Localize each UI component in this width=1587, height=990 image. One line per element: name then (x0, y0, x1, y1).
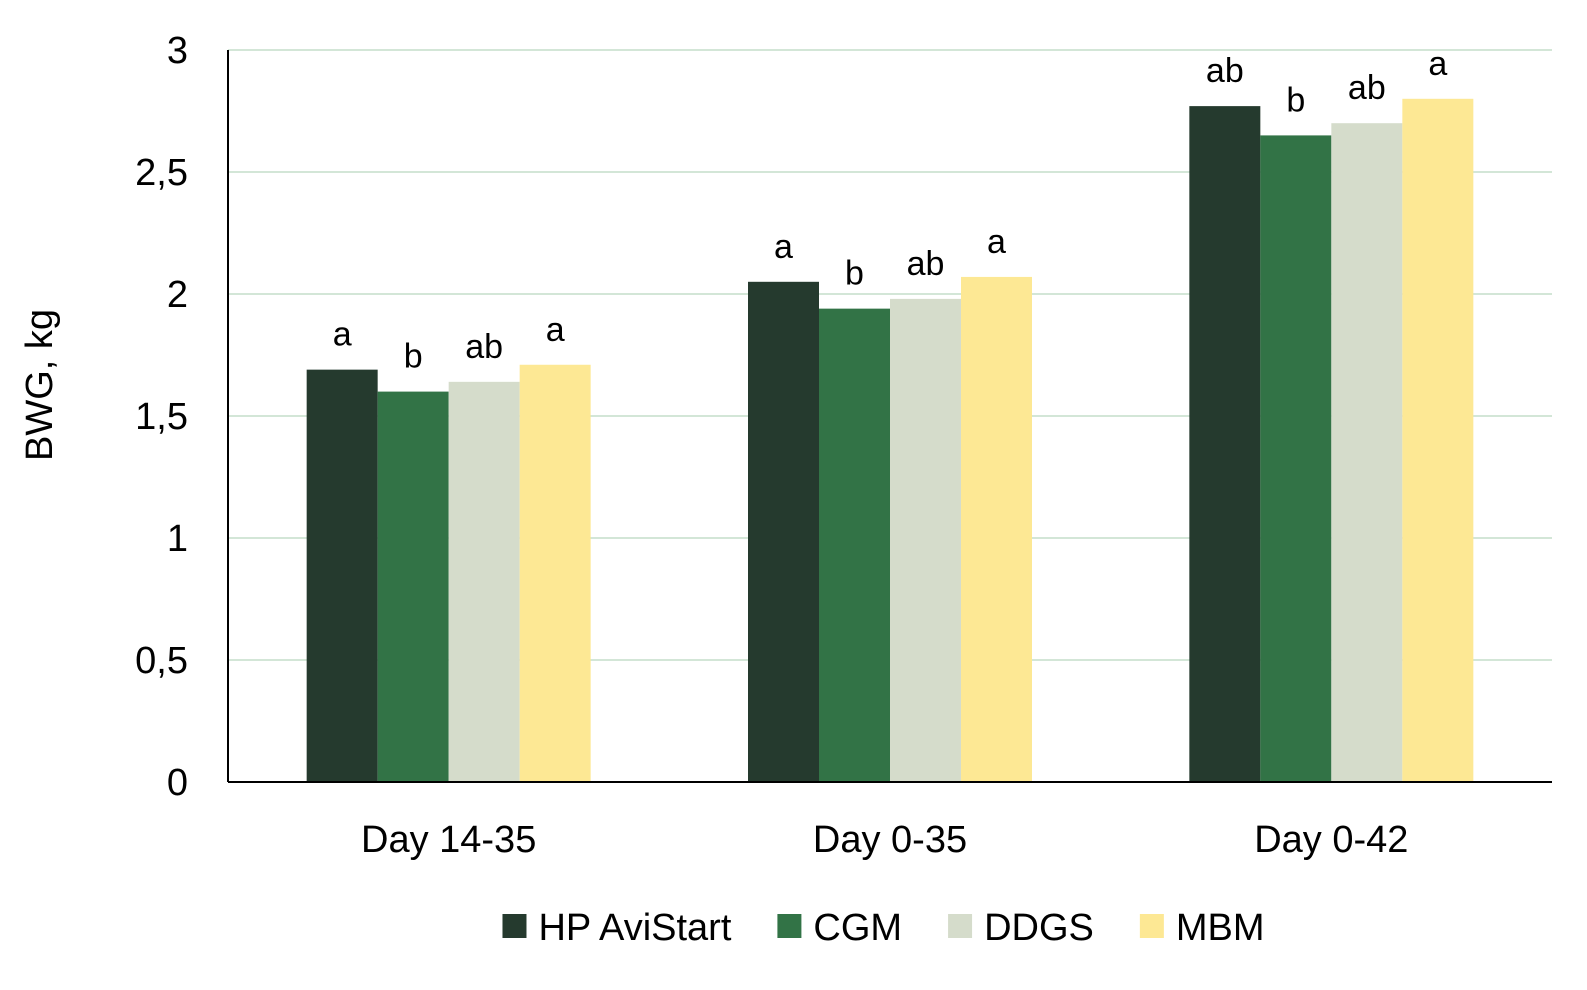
bar (306, 369, 378, 782)
significance-label: a (987, 223, 1006, 261)
legend-swatch (777, 914, 802, 938)
y-tick-label: 0 (167, 762, 188, 804)
y-tick-label: 3 (167, 30, 188, 72)
legend-label: CGM (813, 907, 902, 949)
significance-label: a (1428, 45, 1447, 83)
significance-label: ab (465, 328, 503, 366)
y-tick-label: 1,5 (135, 396, 188, 438)
x-category-label: Day 0-35 (813, 819, 967, 861)
significance-label: ab (907, 245, 945, 283)
axes (227, 50, 1552, 783)
legend-swatch (948, 914, 973, 938)
bar (448, 381, 520, 782)
legend-item: DDGS (948, 907, 1094, 949)
bars (306, 98, 1474, 783)
legend-swatch (1139, 914, 1164, 938)
bar (890, 298, 961, 782)
y-axis-title: BWG, kg (19, 309, 61, 461)
significance-label: a (333, 316, 352, 354)
significance-label: ab (1206, 52, 1244, 90)
legend-item: MBM (1139, 907, 1265, 949)
significance-label: b (404, 338, 423, 376)
significance-label: b (1286, 81, 1305, 119)
legend-label: DDGS (984, 907, 1094, 949)
y-tick-label: 0,5 (135, 640, 188, 682)
significance-label: a (546, 311, 565, 349)
y-tick-label: 2,5 (135, 152, 188, 194)
significance-label: ab (1348, 69, 1386, 107)
bar (1189, 106, 1261, 783)
bar (519, 364, 591, 782)
bar (748, 281, 819, 782)
legend: HP AviStart CGM DDGS MBM (502, 907, 1265, 949)
significance-label: b (845, 255, 864, 293)
y-tick-label: 2 (167, 274, 188, 316)
bar (1260, 135, 1332, 782)
x-category-label: Day 14-35 (361, 819, 536, 861)
legend-label: HP AviStart (538, 907, 731, 949)
bar (819, 308, 890, 782)
bar (377, 391, 449, 782)
legend-label: MBM (1176, 907, 1265, 949)
significance-label: a (774, 228, 793, 266)
legend-item: CGM (777, 907, 902, 949)
legend-swatch (502, 914, 527, 938)
y-tick-label: 1 (167, 518, 188, 560)
bar (961, 276, 1032, 782)
bar (1402, 98, 1474, 783)
bar (1331, 123, 1403, 782)
legend-item: HP AviStart (502, 907, 732, 949)
x-category-label: Day 0-42 (1254, 819, 1408, 861)
